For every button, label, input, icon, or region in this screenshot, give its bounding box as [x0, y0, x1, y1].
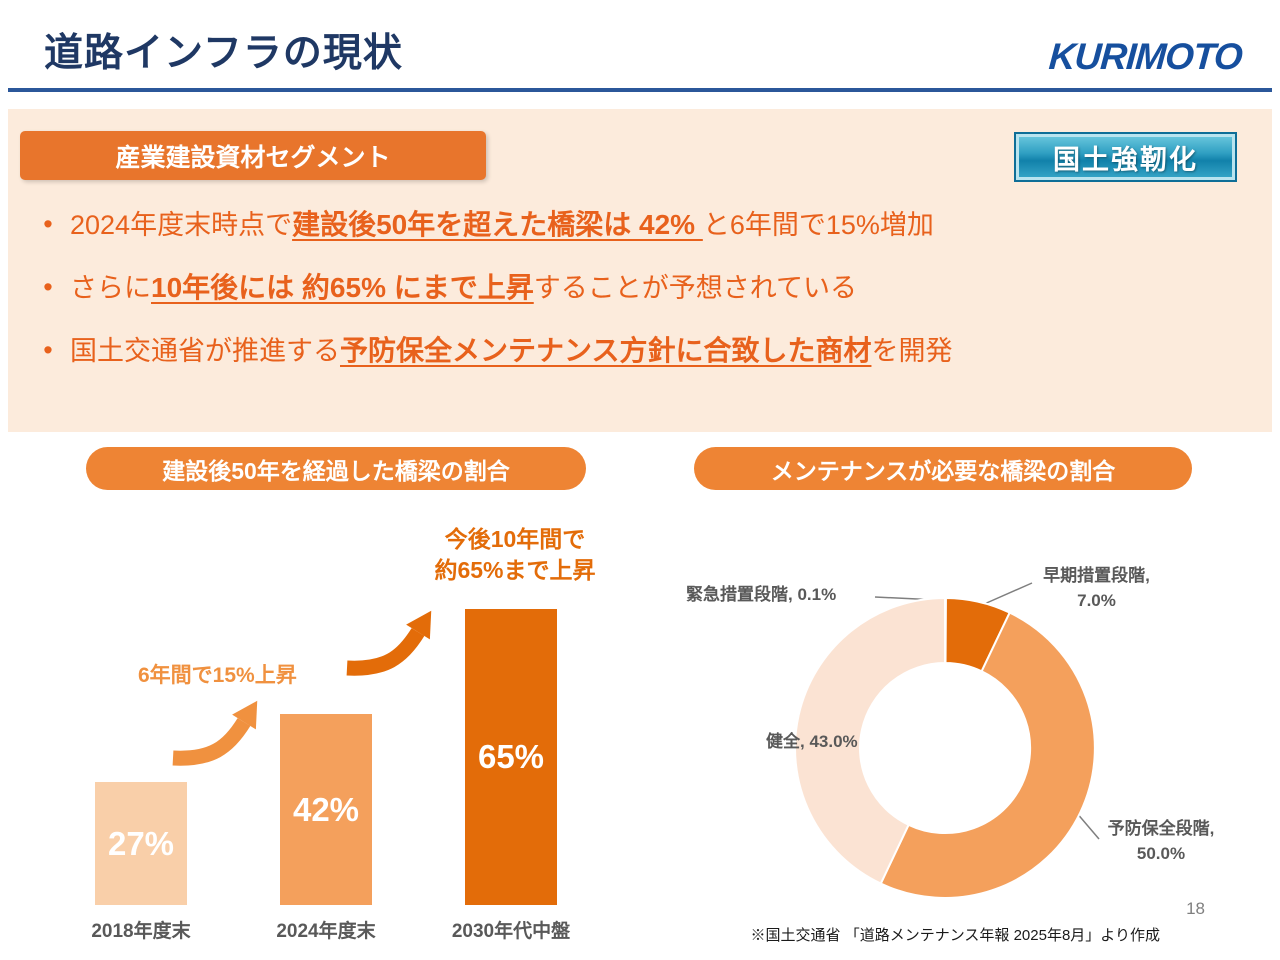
bar-value-label: 65%	[477, 738, 545, 775]
bar-value-label: 42%	[292, 790, 360, 828]
donut-label-healthy: 健全, 43.0%	[766, 732, 858, 751]
growth-arrow-icon	[172, 700, 258, 766]
bullet-marker: •	[43, 272, 53, 302]
annotation-6yr-increase: 6年間で15%上昇	[138, 664, 297, 687]
bullet-item: • 国土交通省が推進する予防保全メンテナンス方針に合致した商材を開発	[26, 332, 1256, 370]
bullet-marker: •	[43, 335, 53, 365]
bullet-item: • さらに10年後には 約65% にまで上昇することが予想されている	[26, 269, 1256, 307]
bullet-list: • 2024年度末時点で建設後50年を超えた橋梁は 42% と6年間で15%増加…	[26, 206, 1256, 395]
bullet-item: • 2024年度末時点で建設後50年を超えた橋梁は 42% と6年間で15%増加	[26, 206, 1256, 244]
bullet-text-strong: 建設後50年を超えた橋梁は 42%	[292, 209, 703, 240]
donut-label-early: 早期措置段階, 7.0%	[1043, 566, 1150, 610]
bar-category-label: 2030年代中盤	[451, 921, 571, 942]
source-note: ※国土交通省 「道路メンテナンス年報 2025年8月」より作成	[750, 927, 1160, 944]
bar-2024: 42%	[280, 714, 372, 905]
bar-value-label: 27%	[107, 824, 175, 862]
donut-segment	[794, 596, 946, 885]
bullet-text-pre: 2024年度末時点で	[70, 210, 293, 240]
header-divider	[8, 88, 1272, 92]
bullet-text-post: を開発	[871, 336, 953, 366]
bullet-text: 国土交通省が推進する予防保全メンテナンス方針に合致した商材を開発	[70, 332, 952, 370]
leader-line	[981, 582, 1033, 606]
bar-2030: 65%	[465, 609, 557, 905]
bullet-text: 2024年度末時点で建設後50年を超えた橋梁は 42% と6年間で15%増加	[70, 206, 934, 244]
bar-chart-title-badge: 建設後50年を経過した橋梁の割合	[86, 447, 586, 490]
bar-2018: 27%	[95, 782, 187, 905]
annotation-10yr-increase: 今後10年間で 約65%まで上昇	[434, 526, 596, 584]
bullet-text-post: することが予想されている	[533, 273, 857, 303]
page-number: 18	[1186, 899, 1205, 918]
bullet-text-pre: 国土交通省が推進する	[70, 336, 340, 366]
donut-label-preventive: 予防保全段階, 50.0%	[1107, 819, 1215, 863]
resilience-badge: 国土強靭化	[1014, 132, 1237, 182]
bullet-text-strong: 予防保全メンテナンス方針に合致した商材	[340, 335, 872, 366]
growth-arrow-icon	[346, 610, 432, 676]
segment-badge: 産業建設資材セグメント	[20, 131, 486, 180]
donut-chart-title-badge: メンテナンスが必要な橋梁の割合	[694, 447, 1192, 490]
bullet-marker: •	[43, 209, 53, 239]
bullet-text: さらに10年後には 約65% にまで上昇することが予想されている	[70, 269, 857, 307]
kurimoto-logo: KURIMOTO	[1047, 36, 1244, 77]
bullet-text-pre: さらに	[70, 273, 151, 303]
page-title: 道路インフラの現状	[44, 32, 403, 75]
bullet-text-post: と6年間で15%増加	[702, 210, 934, 240]
donut-segment	[879, 611, 1096, 899]
donut-chart	[794, 582, 1100, 899]
bar-category-label: 2018年度末	[91, 921, 191, 942]
bullet-text-strong: 10年後には 約65% にまで上昇	[151, 272, 534, 303]
bar-category-label: 2024年度末	[276, 921, 376, 942]
donut-label-emergency: 緊急措置段階, 0.1%	[686, 585, 837, 604]
